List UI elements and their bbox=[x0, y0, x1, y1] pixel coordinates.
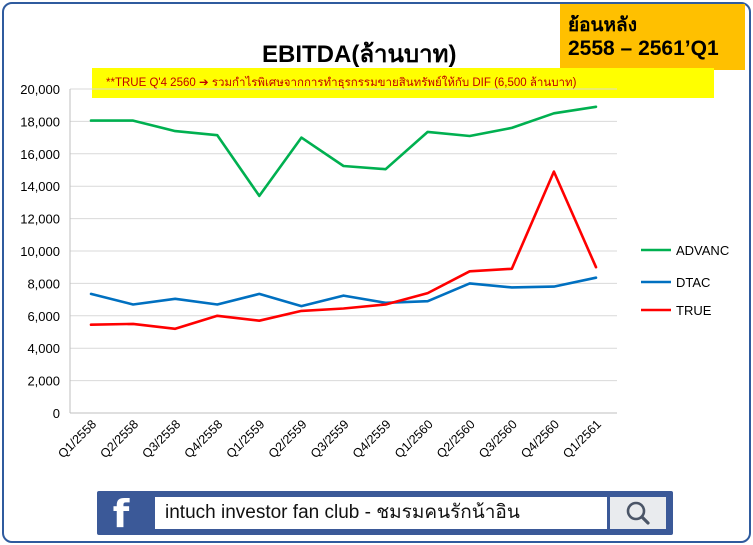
note-banner: **TRUE Q'4 2560 ➔ รวมกำไรพิเศษจากการทำธุ… bbox=[92, 68, 714, 98]
legend-label: DTAC bbox=[676, 275, 710, 290]
x-tick-label: Q4/2560 bbox=[518, 417, 562, 461]
x-tick-label: Q1/2558 bbox=[55, 417, 99, 461]
y-tick-label: 0 bbox=[53, 406, 60, 421]
y-tick-label: 2,000 bbox=[27, 374, 60, 389]
y-tick-label: 18,000 bbox=[20, 114, 60, 129]
badge-line1: ย้อนหลัง bbox=[568, 15, 637, 36]
x-tick-label: Q1/2560 bbox=[392, 417, 436, 461]
x-tick-label: Q4/2558 bbox=[182, 417, 226, 461]
series-line-dtac bbox=[89, 276, 598, 308]
x-tick-label: Q3/2560 bbox=[476, 417, 520, 461]
series-line-true bbox=[89, 170, 598, 331]
y-tick-label: 10,000 bbox=[20, 244, 60, 259]
facebook-search-bar: f intuch investor fan club - ชมรมคนรักน้… bbox=[97, 491, 673, 535]
arrow-right-icon: ➔ bbox=[198, 77, 209, 89]
x-tick-label: Q1/2559 bbox=[224, 417, 268, 461]
y-tick-label: 14,000 bbox=[20, 179, 60, 194]
x-tick-label: Q3/2558 bbox=[139, 417, 183, 461]
search-field[interactable]: intuch investor fan club - ชมรมคนรักน้าอ… bbox=[155, 497, 607, 529]
legend-label: ADVANC bbox=[676, 243, 729, 258]
badge-line2: 2558 – 2561’Q1 bbox=[568, 37, 719, 60]
x-tick-label: Q4/2559 bbox=[350, 417, 394, 461]
magnifier-icon bbox=[626, 501, 650, 525]
note-text: รวมกำไรพิเศษจากการทำธุรกรรมขายสินทรัพย์ใ… bbox=[211, 77, 577, 89]
y-tick-label: 4,000 bbox=[27, 341, 60, 356]
y-tick-label: 12,000 bbox=[20, 212, 60, 227]
y-tick-label: 6,000 bbox=[27, 309, 60, 324]
note-prefix: **TRUE Q'4 2560 bbox=[106, 77, 196, 89]
search-button[interactable] bbox=[610, 497, 666, 529]
x-tick-label: Q1/2561 bbox=[560, 417, 604, 461]
period-badge: ย้อนหลัง 2558 – 2561’Q1 bbox=[560, 4, 745, 70]
facebook-f-icon[interactable]: f bbox=[112, 492, 130, 536]
x-tick-label: Q3/2559 bbox=[308, 417, 352, 461]
x-tick-label: Q2/2560 bbox=[434, 417, 478, 461]
legend-label: TRUE bbox=[676, 303, 712, 318]
x-tick-label: Q2/2558 bbox=[97, 417, 141, 461]
y-tick-label: 8,000 bbox=[27, 276, 60, 291]
y-tick-label: 20,000 bbox=[20, 82, 60, 97]
series-line-advanc bbox=[89, 105, 598, 198]
y-tick-label: 16,000 bbox=[20, 147, 60, 162]
chart-title: EBITDA(ล้านบาท) bbox=[262, 41, 457, 68]
x-tick-label: Q2/2559 bbox=[266, 417, 310, 461]
